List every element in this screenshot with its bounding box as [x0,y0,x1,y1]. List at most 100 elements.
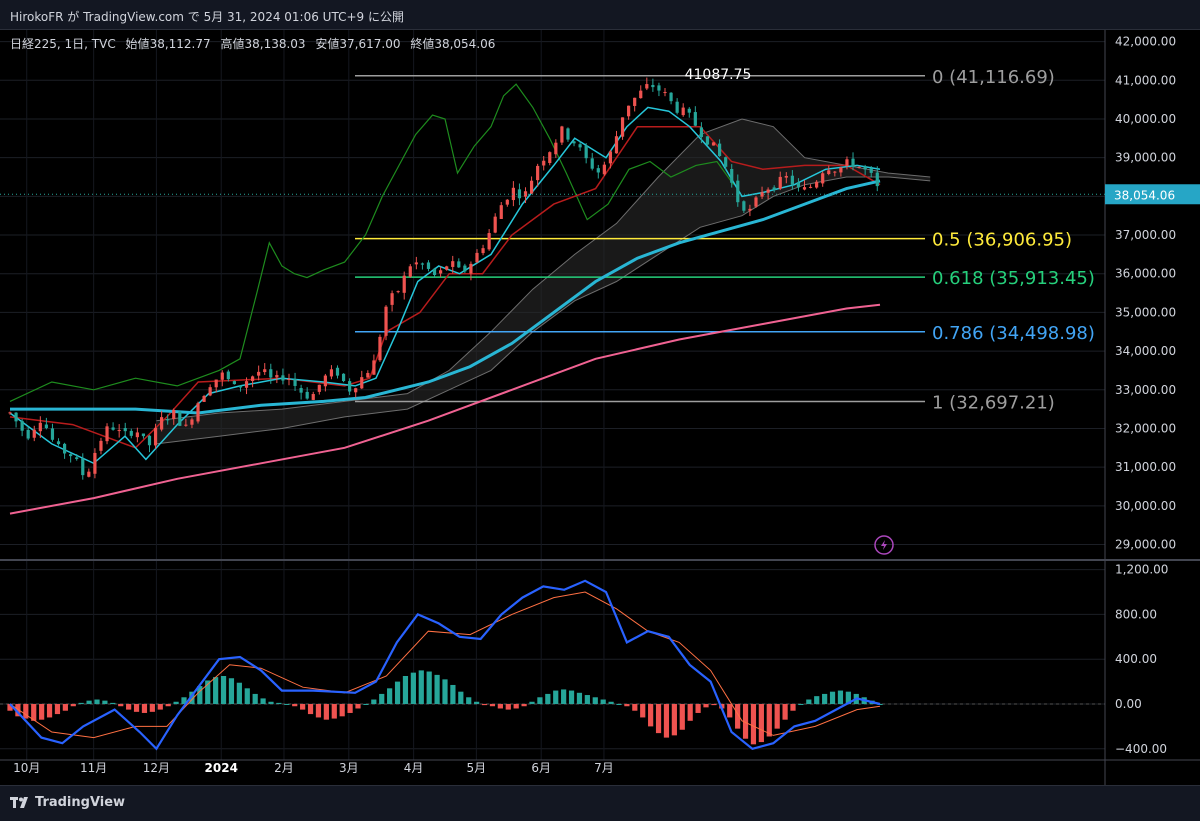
macd-histogram-bar [149,704,155,712]
candle-body [348,381,352,392]
candle-body [323,375,327,387]
candle-body [135,432,139,438]
candle-body [20,420,24,431]
candle-body [81,458,85,476]
candle-body [748,208,752,211]
macd-histogram-bar [513,704,519,709]
candle-body [50,428,55,440]
candle-body [408,266,412,277]
legend-close-label: 終値 [410,36,434,51]
chart-area[interactable]: 0 (41,116.69) 0.5 (36,906.95) 0.618 (35,91… [0,30,1200,785]
price-tick-label: 40,000.00 [1115,112,1176,126]
candle-body [244,381,249,388]
candle-body [730,169,734,183]
candle-body [754,197,758,207]
candle-body [311,394,315,400]
candle-body [384,306,388,336]
macd-histogram-bar [7,704,13,711]
candle-body [93,452,97,474]
legend-close: 38,054.06 [434,37,495,51]
candle-body [493,216,497,233]
macd-histogram-bar [426,671,432,704]
tradingview-logo[interactable]: TradingView [10,795,125,810]
candle-body [693,112,697,126]
candle-body [469,263,473,274]
macd-histogram-bar [236,682,242,704]
candle-body [554,142,558,155]
candle-body [790,175,794,185]
macd-histogram-bar [727,704,733,718]
macd-signal-line [9,591,881,739]
candle-body [451,261,455,267]
price-tick-label: 41,000.00 [1115,73,1176,87]
candle-body [396,291,400,293]
macd-histogram-bar [31,704,37,721]
macd-tick-label: 1,200.00 [1115,563,1168,577]
macd-histogram-bar [584,695,590,704]
macd-tick-label: −400.00 [1115,742,1167,756]
candle-body [117,430,121,432]
fib-label-0.5: 0.5 (36,906.95) [932,230,1072,251]
macd-histogram-bar [118,704,124,707]
price-tick-label: 30,000.00 [1115,499,1176,513]
candle-body [784,175,788,178]
candle-body [305,391,309,399]
candle-body [238,385,243,388]
lightning-icon[interactable] [874,535,894,555]
candle-body [596,168,600,173]
candle-body [645,84,649,89]
macd-histogram-bar [679,704,685,730]
candle-body [742,201,746,211]
legend-symbol: 日経225, 1日, TVC [10,37,116,51]
ma-slow-line [9,303,881,515]
macd-histogram-bar [387,688,393,704]
candle-body [32,429,36,438]
time-tick-label: 10月 [13,761,40,775]
candle-body [232,381,237,385]
legend-high-label: 高値 [220,36,244,51]
macd-histogram-bar [15,704,21,717]
candle-body [166,419,170,421]
macd-histogram-bar [568,690,575,704]
ma-fast-line [10,179,881,415]
candle-body [802,187,807,190]
candle-body [560,126,564,143]
price-tick-label: 32,000.00 [1115,421,1176,435]
macd-histogram-bar [600,699,606,704]
macd-histogram-bar [774,704,780,729]
macd-histogram-bar [640,704,646,718]
macd-histogram-bar [244,688,250,704]
candle-body [517,189,522,199]
macd-histogram-bar [505,704,511,710]
price-tick-label: 36,000.00 [1115,267,1176,281]
price-tick-label: 37,000.00 [1115,228,1176,242]
candle-body [87,471,91,477]
candle-body [445,266,449,270]
macd-histogram-bar [70,704,76,707]
candle-body [38,422,42,432]
fib-label-0.618: 0.618 (35,913.45) [932,268,1095,289]
candle-body [699,127,703,138]
fib-label-0: 0 (41,116.69) [932,67,1055,88]
peak-annotation: 41087.75 [685,67,752,83]
macd-tick-label: 0.00 [1115,697,1142,711]
macd-histogram-bar [276,702,282,704]
macd-tick-label: 800.00 [1115,607,1157,621]
candle-body [317,384,321,392]
macd-histogram-bar [102,700,108,704]
candle-body [335,367,340,376]
candle-body [566,128,570,140]
candle-body [602,164,606,175]
candle-body [432,268,437,275]
candle-body [499,205,503,219]
candle-body [105,426,109,442]
macd-histogram-bar [561,689,567,704]
macd-histogram-bar [39,704,45,720]
candle-body [608,151,613,164]
macd-histogram-bar [78,702,84,704]
macd-histogram-bar [466,697,472,704]
macd-histogram-bar [434,674,440,704]
macd-histogram-bar [822,693,828,704]
candle-body [214,379,218,388]
macd-histogram-bar [624,704,630,707]
